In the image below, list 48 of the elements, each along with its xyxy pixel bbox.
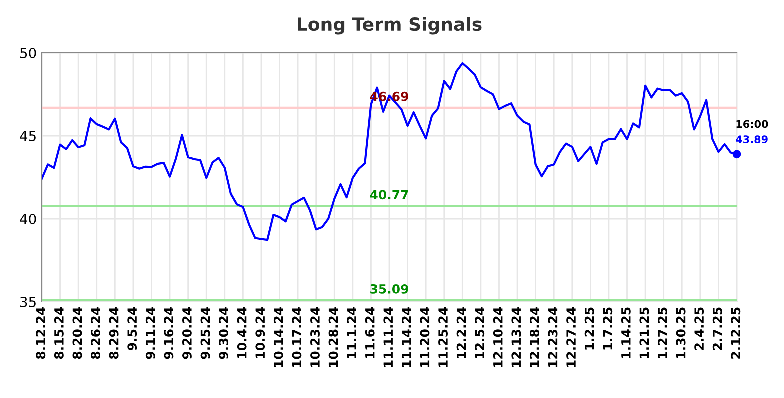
x-tick-label: 10.28.24 (328, 307, 338, 368)
x-tick-label: 12.23.24 (548, 307, 558, 368)
x-tick-label: 8.15.24 (54, 307, 64, 360)
x-tick-label: 11.6.24 (365, 307, 375, 358)
x-tick-label: 1.27.25 (658, 308, 668, 358)
x-tick-label: 1.14.25 (621, 308, 631, 358)
x-tick-label: 11.11.24 (384, 307, 393, 368)
x-tick-label: 9.5.24 (128, 307, 138, 350)
x-tick-label: 1.21.25 (640, 308, 650, 358)
x-tick-label: 8.29.24 (109, 307, 119, 360)
x-tick-label: 2.12.25 (731, 308, 741, 359)
annotation: 16:00 (736, 120, 768, 128)
x-tick-label: 10.17.24 (292, 307, 302, 368)
x-tick-label: 9.20.24 (182, 307, 192, 360)
x-tick-label: 10.4.24 (237, 307, 247, 358)
annotation: 43.89 (736, 136, 768, 144)
y-tick-label: 40 (20, 214, 36, 224)
x-tick-label: 11.25.24 (438, 307, 448, 368)
x-tick-label: 12.27.24 (566, 307, 576, 368)
x-tick-label: 1.7.25 (603, 308, 613, 350)
y-tick-label: 50 (20, 48, 36, 58)
x-tick-label: 12.18.24 (530, 307, 540, 368)
x-tick-label: 8.26.24 (91, 307, 100, 360)
ref-line-label: 35.09 (370, 284, 408, 294)
x-tick-label: 10.23.24 (310, 307, 320, 368)
x-tick-label: 12.13.24 (512, 307, 522, 368)
x-tick-label: 1.30.25 (676, 308, 686, 358)
x-tick-label: 12.5.24 (475, 307, 485, 358)
ref-line-label: 40.77 (370, 190, 408, 200)
x-tick-label: 11.20.24 (420, 307, 430, 368)
x-tick-label: 10.14.24 (274, 307, 284, 368)
x-tick-label: 12.10.24 (493, 307, 503, 368)
x-tick-label: 8.12.24 (36, 307, 46, 360)
x-tick-label: 1.2.25 (584, 308, 594, 350)
x-tick-label: 9.16.24 (164, 307, 174, 360)
chart-title: Long Term Signals (298, 17, 482, 35)
x-tick-label: 9.11.24 (146, 307, 156, 360)
x-tick-label: 8.20.24 (72, 307, 82, 360)
x-tick-label: 11.1.24 (347, 307, 356, 358)
y-tick-label: 45 (20, 131, 36, 142)
x-tick-label: 2.7.25 (712, 308, 722, 350)
x-tick-label: 2.4.25 (694, 308, 704, 350)
x-tick-label: 11.14.24 (402, 307, 412, 368)
x-tick-label: 9.25.24 (200, 307, 210, 360)
x-tick-label: 10.9.24 (256, 307, 266, 358)
x-tick-label: 9.30.24 (219, 307, 229, 360)
x-tick-label: 12.2.24 (456, 307, 466, 358)
y-tick-label: 35 (20, 296, 36, 308)
